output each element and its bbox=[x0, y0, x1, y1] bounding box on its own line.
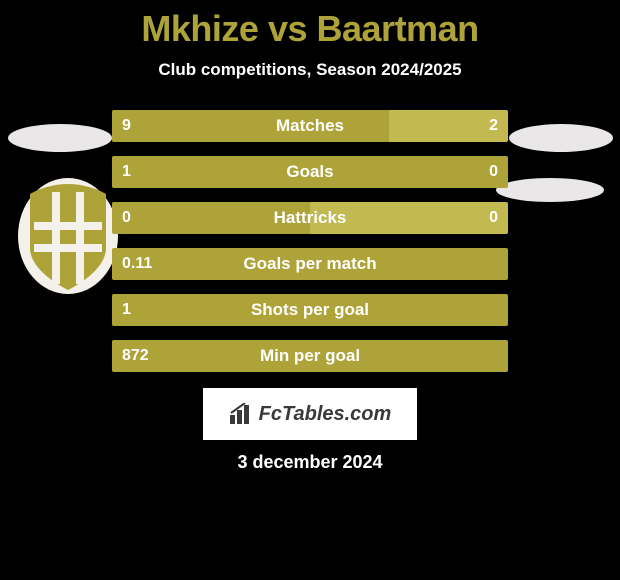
stat-bar-left-segment bbox=[112, 110, 389, 142]
player1-name: Mkhize bbox=[141, 8, 258, 49]
stat-bar-left-value: 1 bbox=[112, 156, 141, 188]
vs-text: vs bbox=[268, 8, 317, 49]
stat-bar: Goals10 bbox=[112, 156, 508, 188]
stat-bar-left-value: 0.11 bbox=[112, 248, 162, 280]
club-crest-icon bbox=[18, 178, 118, 294]
stat-bar: Shots per goal1 bbox=[112, 294, 508, 326]
decorative-ellipse bbox=[509, 124, 613, 152]
comparison-bars: Matches92Goals10Hattricks00Goals per mat… bbox=[112, 110, 508, 386]
stat-bar: Min per goal872 bbox=[112, 340, 508, 372]
fctables-label: FcTables.com bbox=[259, 403, 392, 426]
stat-bar-left-value: 0 bbox=[112, 202, 141, 234]
fctables-icon bbox=[229, 403, 255, 425]
decorative-ellipse bbox=[496, 178, 604, 202]
stat-bar-left-value: 1 bbox=[112, 294, 141, 326]
stat-bar-left-segment bbox=[112, 202, 310, 234]
stat-bar: Hattricks00 bbox=[112, 202, 508, 234]
stat-bar-right-value: 0 bbox=[479, 202, 508, 234]
stat-bar-left-segment bbox=[112, 340, 508, 372]
decorative-ellipse bbox=[8, 124, 112, 152]
player2-name: Baartman bbox=[317, 8, 479, 49]
stat-bar-left-segment bbox=[112, 248, 508, 280]
subtitle: Club competitions, Season 2024/2025 bbox=[0, 60, 620, 80]
stat-bar-left-segment bbox=[112, 294, 508, 326]
fctables-badge: FcTables.com bbox=[203, 388, 417, 440]
stat-bar-right-value: 0 bbox=[479, 156, 508, 188]
stat-bar: Matches92 bbox=[112, 110, 508, 142]
stat-bar-left-value: 9 bbox=[112, 110, 141, 142]
date-text: 3 december 2024 bbox=[0, 452, 620, 473]
stat-bar: Goals per match0.11 bbox=[112, 248, 508, 280]
page-title: Mkhize vs Baartman bbox=[0, 0, 620, 50]
stat-bar-left-segment bbox=[112, 156, 508, 188]
stat-bar-right-value: 2 bbox=[479, 110, 508, 142]
stat-bar-left-value: 872 bbox=[112, 340, 159, 372]
